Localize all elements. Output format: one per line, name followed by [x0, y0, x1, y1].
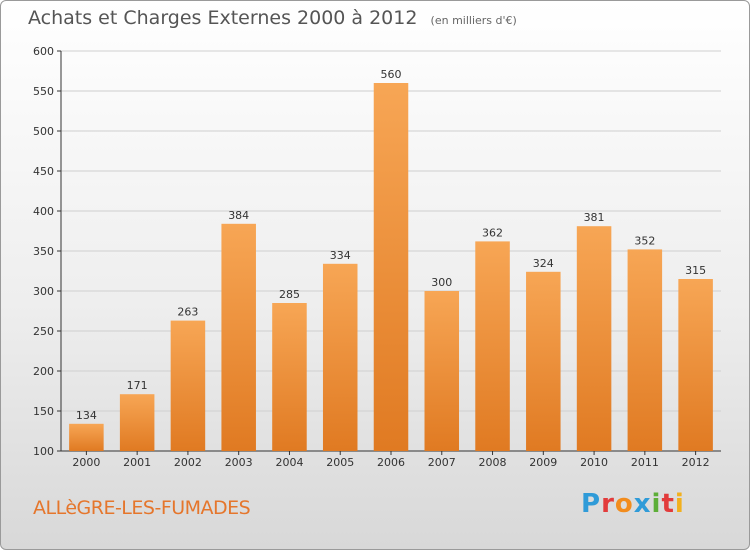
value-label: 381	[584, 211, 605, 224]
labels: 100 150 200 250 300 350 400 450 500 550 600 134 2000…	[33, 45, 710, 469]
y-tick-label: 250	[33, 325, 54, 338]
x-tick-label: 2009	[529, 456, 557, 469]
y-tick-label: 600	[33, 45, 54, 58]
value-label: 352	[634, 234, 655, 247]
bar-2008	[475, 241, 510, 451]
x-tick-label: 2004	[275, 456, 303, 469]
x-tick-label: 2012	[682, 456, 710, 469]
bar-2009	[526, 271, 561, 451]
chart-subtitle: (en milliers d'€)	[430, 14, 517, 27]
x-tick-label: 2005	[326, 456, 354, 469]
bar-2000	[69, 423, 104, 451]
y-tick-label: 400	[33, 205, 54, 218]
y-tick-label: 300	[33, 285, 54, 298]
y-tick-label: 450	[33, 165, 54, 178]
title-row: Achats et Charges Externes 2000 à 2012 (…	[28, 7, 517, 29]
bar-2006	[373, 83, 409, 451]
value-label: 324	[533, 257, 554, 270]
x-tick-label: 2010	[580, 456, 608, 469]
value-label: 263	[177, 306, 198, 319]
bar-2012	[678, 279, 713, 451]
x-tick-label: 2011	[631, 456, 659, 469]
bars	[69, 83, 713, 451]
x-tick-label: 2008	[479, 456, 507, 469]
bar-2010	[576, 226, 612, 451]
x-tick-label: 2002	[174, 456, 202, 469]
value-label: 171	[127, 379, 148, 392]
value-label: 300	[431, 276, 452, 289]
x-tick-label: 2007	[428, 456, 456, 469]
chart-title: Achats et Charges Externes 2000 à 2012	[28, 7, 418, 29]
bar-2007	[424, 291, 460, 451]
x-tick-label: 2000	[72, 456, 100, 469]
value-label: 560	[381, 68, 402, 81]
y-tick-label: 350	[33, 245, 54, 258]
value-label: 285	[279, 288, 300, 301]
y-tick-label: 100	[33, 445, 54, 458]
x-tick-label: 2001	[123, 456, 151, 469]
y-tick-label: 200	[33, 365, 54, 378]
y-tick-label: 500	[33, 125, 54, 138]
bar-2004	[272, 303, 307, 451]
value-label: 362	[482, 226, 503, 239]
y-tick-label: 550	[33, 85, 54, 98]
value-label: 315	[685, 264, 706, 277]
value-label: 134	[76, 409, 97, 422]
bar-2002	[170, 320, 206, 451]
proxiti-logo: Proxiti	[581, 489, 685, 519]
value-label: 334	[330, 249, 351, 262]
bar-2005	[322, 263, 358, 451]
bar-2001	[119, 394, 155, 451]
value-label: 384	[228, 209, 249, 222]
x-tick-label: 2006	[377, 456, 405, 469]
bar-2003	[221, 223, 256, 451]
y-tick-label: 150	[33, 405, 54, 418]
town-name: ALLèGRE-LES-FUMADES	[33, 497, 251, 519]
bar-2011	[627, 249, 663, 451]
x-tick-label: 2003	[225, 456, 253, 469]
